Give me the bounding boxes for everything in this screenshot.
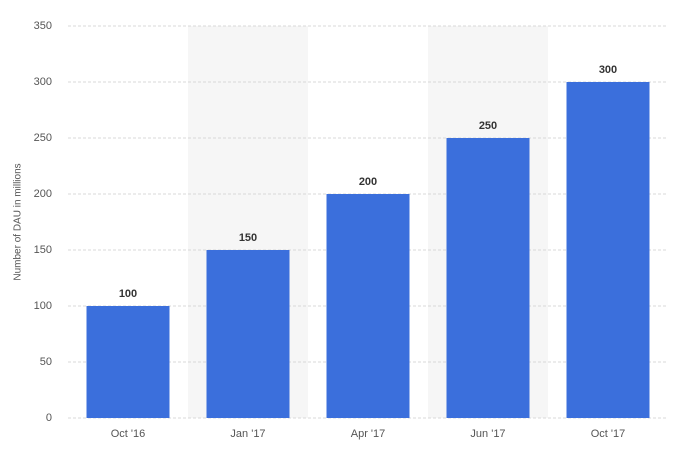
bar: [206, 250, 290, 418]
bar: [86, 306, 170, 418]
data-label: 150: [239, 232, 257, 244]
bar: [446, 138, 530, 418]
x-tick-label: Jun '17: [470, 428, 505, 440]
y-tick-label: 250: [34, 132, 52, 144]
x-tick-label: Oct '16: [111, 428, 146, 440]
bar: [326, 194, 410, 418]
y-tick-label: 300: [34, 76, 52, 88]
x-tick-label: Oct '17: [591, 428, 626, 440]
y-tick-label: 50: [40, 356, 52, 368]
data-label: 250: [479, 120, 497, 132]
y-tick-label: 200: [34, 188, 52, 200]
y-tick-label: 150: [34, 244, 52, 256]
y-tick-label: 0: [46, 412, 52, 424]
data-label: 100: [119, 288, 137, 300]
y-tick-label: 350: [34, 20, 52, 32]
x-tick-label: Apr '17: [351, 428, 386, 440]
data-label: 300: [599, 64, 617, 76]
data-label: 200: [359, 176, 377, 188]
x-tick-label: Jan '17: [230, 428, 265, 440]
y-axis-label: Number of DAU in millions: [13, 163, 24, 280]
y-tick-label: 100: [34, 300, 52, 312]
bar: [566, 82, 650, 418]
